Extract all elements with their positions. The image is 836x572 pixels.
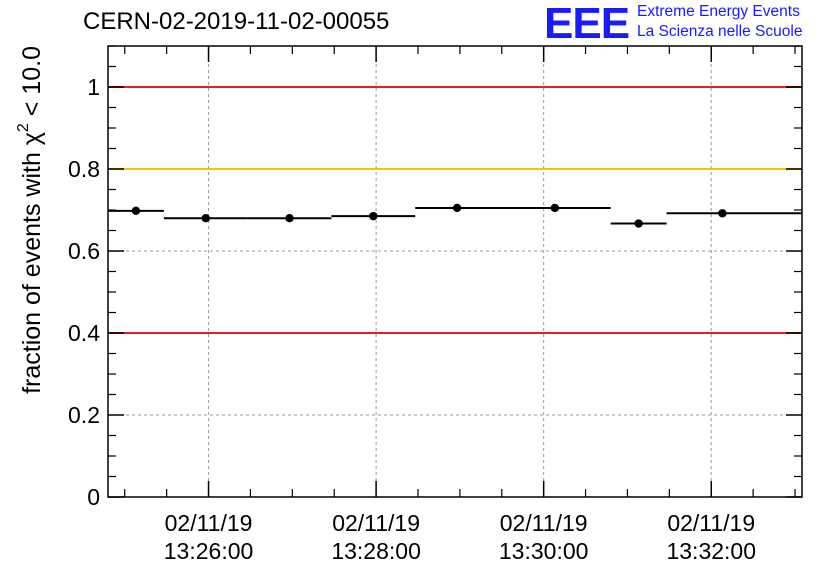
reference-lines [108, 86, 802, 334]
plot-frame [107, 45, 803, 498]
y-tick-label: 0.6 [68, 238, 100, 264]
y-axis-label-prefix: fraction of events with [18, 145, 46, 394]
x-tick-label-date: 02/11/19 [667, 510, 755, 536]
x-tick-label-time: 13:32:00 [666, 538, 756, 564]
data-point [369, 211, 378, 221]
y-tick-labels: 0 0.2 0.4 0.6 0.8 1 [68, 74, 100, 510]
data-point [452, 203, 462, 213]
y-axis-label-exponent: 2 [15, 123, 32, 132]
y-tick-label: 0 [87, 484, 100, 510]
axis-ticks [108, 45, 802, 498]
x-tick-label-time: 13:30:00 [499, 538, 589, 564]
y-tick-label: 0.8 [68, 156, 100, 182]
y-tick-label: 0.4 [68, 320, 100, 346]
y-axis-label-symbol: χ [18, 132, 46, 145]
data-point [634, 219, 643, 228]
data-point [718, 209, 727, 218]
logo-tagline-2: La Scienza nelle Scuole [637, 23, 803, 40]
y-axis-label-suffix: < 10.0 [18, 46, 46, 123]
x-tick-labels: 02/11/1913:26:0002/11/1913:28:0002/11/19… [164, 510, 756, 564]
data-series [108, 203, 802, 228]
logo-tagline-1: Extreme Energy Events [637, 3, 800, 20]
y-tick-label: 0.2 [68, 402, 100, 428]
y-tick-label: 1 [87, 74, 100, 100]
grid-layer [108, 46, 802, 497]
y-axis-label: fraction of events with χ2 < 10.0 [15, 46, 46, 394]
data-point [550, 203, 560, 213]
data-point [201, 214, 210, 223]
eee-logo-mark: EEE [544, 0, 630, 48]
chart-title: CERN-02-2019-11-02-00055 [83, 8, 390, 35]
x-tick-label-date: 02/11/19 [500, 510, 588, 536]
x-tick-label-time: 13:26:00 [164, 538, 254, 564]
data-point [285, 214, 294, 223]
data-point [131, 206, 141, 216]
x-tick-label-time: 13:28:00 [331, 538, 421, 564]
eee-logo: EEE Extreme Energy Events La Scienza nel… [544, 0, 836, 46]
x-tick-label-date: 02/11/19 [332, 510, 420, 536]
x-tick-label-date: 02/11/19 [165, 510, 253, 536]
